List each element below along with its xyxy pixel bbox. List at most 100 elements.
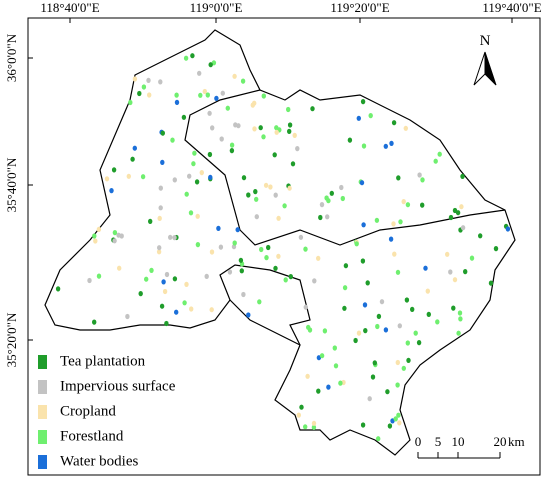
legend-swatch xyxy=(38,405,47,419)
sample-point xyxy=(232,73,237,79)
sample-point xyxy=(264,255,269,261)
sample-point xyxy=(338,380,343,386)
sample-point xyxy=(368,113,373,119)
legend-label: Impervious surface xyxy=(60,378,176,394)
sample-point xyxy=(458,316,463,322)
scale-label: 5 xyxy=(435,434,442,449)
sample-point xyxy=(305,373,310,379)
sample-point xyxy=(410,306,415,312)
sample-point xyxy=(319,353,325,359)
sample-point xyxy=(451,305,456,311)
sample-point xyxy=(261,93,266,99)
sample-point xyxy=(463,269,468,275)
sample-point xyxy=(112,238,117,244)
sample-point xyxy=(274,129,279,135)
sample-point xyxy=(170,137,175,143)
sample-point xyxy=(274,125,279,131)
sample-point xyxy=(240,78,246,84)
sample-point xyxy=(168,234,173,240)
sample-point xyxy=(195,213,200,219)
sample-point xyxy=(220,90,225,96)
longitude-label: 118°40'0"E xyxy=(40,0,99,15)
sample-point xyxy=(288,274,293,280)
sample-point xyxy=(246,312,251,318)
sample-point xyxy=(104,176,110,182)
sample-point xyxy=(117,265,122,271)
sample-point xyxy=(109,188,114,194)
sample-point xyxy=(182,300,187,306)
sample-point xyxy=(263,182,269,188)
legend-swatch xyxy=(38,355,47,369)
sample-point xyxy=(391,221,396,227)
sample-point xyxy=(420,202,425,208)
sample-point xyxy=(333,363,339,369)
sample-point xyxy=(174,92,179,98)
sample-point xyxy=(361,143,367,149)
sample-point xyxy=(367,396,372,402)
sample-point xyxy=(457,310,463,316)
sample-point xyxy=(401,199,406,205)
sample-point xyxy=(273,265,278,271)
sample-point xyxy=(204,273,209,279)
legend-swatch xyxy=(38,380,47,394)
sample-point xyxy=(363,328,368,334)
sample-point xyxy=(375,323,380,330)
sample-point xyxy=(478,233,483,239)
sample-point xyxy=(254,214,259,220)
sample-point xyxy=(376,313,382,319)
sample-point xyxy=(372,360,377,366)
sample-point xyxy=(488,280,494,286)
sample-point xyxy=(391,120,397,126)
sample-point xyxy=(342,285,348,291)
sample-point xyxy=(318,214,323,221)
sample-point xyxy=(184,281,189,287)
sample-point xyxy=(210,125,215,131)
sample-point xyxy=(192,150,197,156)
sample-point xyxy=(405,340,410,346)
sample-point xyxy=(448,214,454,221)
sample-point xyxy=(392,251,397,257)
sample-point xyxy=(456,330,461,336)
latitude-label: 36°0'0"N xyxy=(4,33,19,82)
sample-point xyxy=(448,269,453,275)
sample-point xyxy=(239,268,244,274)
sample-point xyxy=(396,175,401,181)
sample-point xyxy=(276,215,281,221)
sample-point xyxy=(125,313,130,320)
sample-point xyxy=(174,309,179,315)
legend-swatch xyxy=(38,455,47,469)
sample-point xyxy=(282,203,287,209)
sample-point xyxy=(126,173,131,179)
sample-point xyxy=(132,145,137,151)
sample-point xyxy=(172,235,177,241)
sample-point xyxy=(469,255,475,261)
sample-point xyxy=(385,389,390,395)
sample-point xyxy=(303,246,308,252)
sample-point xyxy=(189,306,194,312)
sample-point xyxy=(259,246,264,253)
sample-point xyxy=(397,323,402,329)
sample-point xyxy=(183,55,189,61)
sample-point xyxy=(158,79,163,85)
sample-point xyxy=(229,142,235,148)
sample-point xyxy=(379,299,385,305)
sample-point xyxy=(266,244,271,251)
sample-point xyxy=(92,233,97,239)
sample-point xyxy=(342,305,347,311)
sample-point xyxy=(347,137,353,143)
sample-point xyxy=(219,136,224,142)
sample-point xyxy=(144,276,149,282)
sample-point xyxy=(158,205,163,211)
sample-point xyxy=(172,276,178,282)
sample-point xyxy=(395,382,400,388)
sample-point xyxy=(360,258,366,264)
sample-point xyxy=(310,106,315,112)
sample-point xyxy=(452,207,458,214)
sample-point xyxy=(393,416,398,422)
sample-point xyxy=(287,185,292,191)
sample-point xyxy=(157,245,162,251)
sample-point xyxy=(252,126,257,132)
sample-point xyxy=(374,217,380,223)
sample-point xyxy=(208,62,213,68)
